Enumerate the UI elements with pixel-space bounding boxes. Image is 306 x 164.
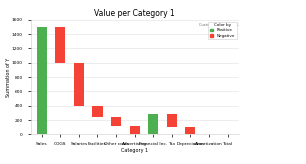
Bar [167,114,177,127]
Bar [74,63,84,106]
Bar [185,127,196,137]
Bar [129,126,140,134]
Bar [92,106,103,117]
Y-axis label: Summation of Y: Summation of Y [6,57,11,97]
Bar [222,134,233,144]
Bar [55,27,65,63]
Title: Value per Category 1: Value per Category 1 [94,9,175,18]
X-axis label: Category 1: Category 1 [121,147,148,153]
Legend: Positive, Negative: Positive, Negative [208,22,237,39]
Bar [37,27,47,134]
Bar [111,117,121,126]
Text: Customized column: 1: Customized column: 1 [199,23,239,27]
Bar [148,114,158,134]
Bar [204,137,214,144]
